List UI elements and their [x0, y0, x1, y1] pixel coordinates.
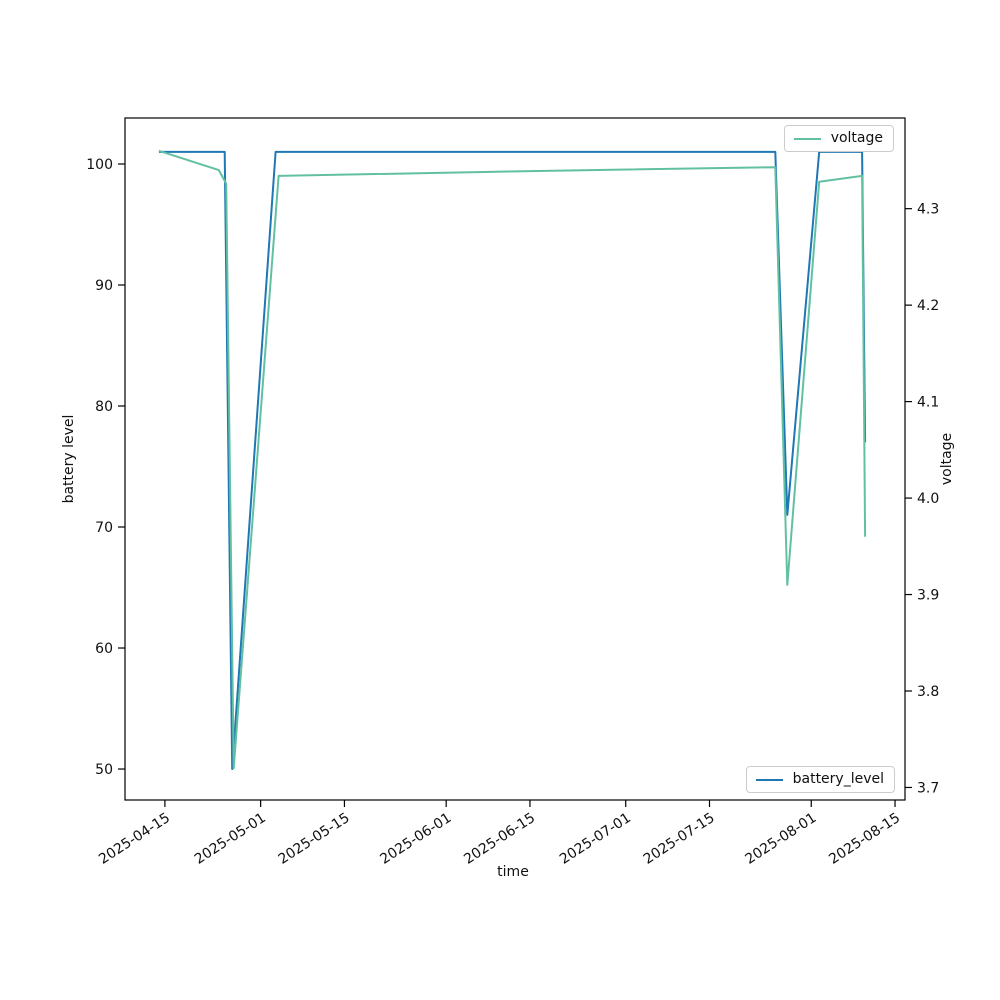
y-tick-label-right: 3.7 — [917, 780, 939, 796]
legend-voltage: voltage — [783, 125, 894, 152]
series-line-battery_level — [158, 150, 867, 770]
y-tick-label-left: 70 — [95, 520, 113, 536]
y-tick-label-left: 50 — [95, 762, 113, 778]
y-tick-label-right: 4.1 — [917, 395, 939, 411]
x-tick-label: 2025-06-01 — [377, 810, 454, 868]
x-tick-label: 2025-08-01 — [742, 810, 819, 868]
legend-line-sample-battery-level — [755, 778, 783, 781]
legend-label-voltage: voltage — [830, 130, 883, 146]
plot-border — [124, 117, 906, 801]
x-tick-label: 2025-06-15 — [461, 810, 538, 868]
legend-battery-level: battery_level — [745, 766, 895, 793]
y-tick-label-left: 80 — [95, 399, 113, 415]
x-tick-label: 2025-04-15 — [96, 810, 173, 868]
y-tick-label-right: 3.8 — [917, 684, 939, 700]
right-y-axis-label: voltage — [939, 432, 955, 486]
x-tick-label: 2025-07-15 — [641, 810, 718, 868]
y-tick-label-right: 4.3 — [917, 202, 939, 218]
y-tick-label-left: 100 — [86, 157, 113, 173]
legend-line-sample-voltage — [793, 137, 821, 140]
legend-label-battery-level: battery_level — [792, 771, 884, 787]
left-y-axis-label: battery level — [61, 414, 77, 504]
x-axis-label: time — [497, 864, 529, 880]
x-tick-label: 2025-05-15 — [276, 810, 353, 868]
y-tick-label-left: 90 — [95, 278, 113, 294]
x-tick-label: 2025-08-15 — [826, 810, 903, 868]
y-tick-label-right: 4.0 — [917, 491, 939, 507]
x-tick-label: 2025-07-01 — [557, 810, 634, 868]
series-line-voltage — [158, 149, 867, 770]
x-tick-label: 2025-05-01 — [192, 810, 269, 868]
y-tick-label-left: 60 — [95, 641, 113, 657]
y-tick-label-right: 4.2 — [917, 298, 939, 314]
y-tick-label-right: 3.9 — [917, 588, 939, 604]
